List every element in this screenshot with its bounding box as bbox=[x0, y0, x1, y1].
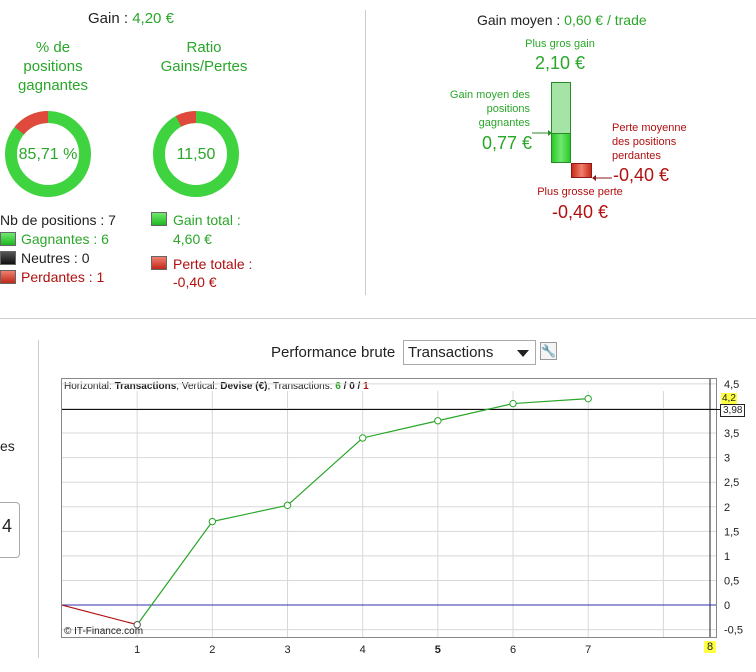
data-point bbox=[434, 417, 442, 425]
win-pct-ring-loss bbox=[5, 111, 91, 197]
ratio-title: Ratio Gains/Pertes bbox=[160, 39, 248, 75]
info-horizontal-label: Horizontal: bbox=[64, 381, 112, 392]
gain-total-value: 4,60 € bbox=[173, 231, 212, 247]
gain-moyen-header: Gain moyen : 0,60 € / trade bbox=[477, 12, 647, 28]
series-segment bbox=[287, 437, 364, 506]
x-tick-label: 7 bbox=[585, 644, 591, 656]
perte-totale-label: Perte totale : bbox=[173, 256, 253, 272]
x-tick-label: 6 bbox=[510, 644, 516, 656]
y-tick-label: 1 bbox=[724, 551, 730, 563]
losers-swatch bbox=[0, 270, 16, 284]
gain-label: Gain : bbox=[88, 10, 129, 27]
y-tick-label: 0,5 bbox=[724, 575, 739, 587]
gain-header: Gain : 4,20 € bbox=[88, 10, 174, 27]
series-segment bbox=[362, 420, 438, 439]
plus-grosse-perte-label: Plus grosse perte bbox=[537, 186, 623, 198]
plus-gros-gain-label: Plus gros gain bbox=[525, 38, 595, 50]
y-tick-label: 3,5 bbox=[724, 428, 739, 440]
data-point bbox=[283, 501, 292, 509]
losers-label: Perdantes : 1 bbox=[21, 269, 105, 285]
gain-value: 4,20 € bbox=[132, 10, 174, 27]
x-tick-label: 3 bbox=[284, 644, 290, 656]
perte-moyenne-label: Perte moyenne des positions perdantes bbox=[612, 122, 687, 162]
series-segment bbox=[61, 604, 138, 626]
winners-swatch bbox=[0, 232, 16, 246]
info-win: 6 bbox=[335, 381, 341, 392]
info-loss: 1 bbox=[363, 381, 369, 392]
win-pct-title: % de positions gagnantes bbox=[17, 39, 89, 94]
x-tick-label: 4 bbox=[360, 644, 366, 656]
y-tick-label: 1,5 bbox=[724, 526, 739, 538]
gain-moyen-gagnantes-label: Gain moyen des positions gagnantes bbox=[449, 89, 530, 129]
nb-positions: Nb de positions : 7 bbox=[0, 212, 116, 228]
y-tick-label: 0 bbox=[724, 600, 730, 612]
info-neutral: 0 bbox=[349, 381, 355, 392]
info-vertical-value: Devise (€) bbox=[220, 381, 268, 392]
y-tick-label: 4,5 bbox=[724, 379, 739, 391]
x-tick-label: 5 bbox=[435, 644, 441, 656]
current-value-tag: 3,98 bbox=[720, 404, 746, 417]
ratio-ring-loss bbox=[153, 111, 239, 197]
gain-moyen-label: Gain moyen : bbox=[477, 12, 561, 28]
left-partial-box-value: 4 bbox=[2, 516, 13, 536]
info-sep2: / bbox=[354, 381, 364, 392]
gain-moyen-value: 0,60 € / trade bbox=[564, 12, 647, 28]
x-highlight-tag: 8 bbox=[704, 641, 717, 653]
left-partial-box[interactable] bbox=[0, 502, 20, 558]
y-tick-label: 3 bbox=[724, 453, 730, 465]
performance-title: Performance brute bbox=[271, 344, 396, 361]
neutral-swatch bbox=[0, 251, 16, 265]
data-point bbox=[509, 399, 517, 408]
data-point bbox=[584, 394, 592, 403]
plus-gros-gain-value: 2,10 € bbox=[534, 53, 586, 73]
neutral-label: Neutres : 0 bbox=[21, 250, 90, 266]
loss-arrow-icon bbox=[592, 175, 612, 181]
lower-divider bbox=[38, 340, 39, 658]
gain-arrow-icon bbox=[532, 130, 552, 136]
gain-total-swatch bbox=[151, 212, 167, 226]
series-segment bbox=[212, 504, 288, 523]
y-tick-label: 2,5 bbox=[724, 477, 739, 489]
loss-bar bbox=[571, 163, 592, 178]
top-value-tag: 4,2 bbox=[721, 393, 737, 404]
x-tick-label: 1 bbox=[134, 644, 140, 656]
perte-totale-value: -0,40 € bbox=[173, 274, 217, 290]
x-tick-label: 2 bbox=[209, 644, 215, 656]
series-segment bbox=[512, 398, 589, 405]
plus-grosse-perte-value: -0,40 € bbox=[551, 202, 609, 222]
section-divider bbox=[0, 318, 756, 319]
win-pct-value: 85,71 % bbox=[18, 146, 78, 163]
perte-totale-swatch bbox=[151, 256, 167, 270]
info-horizontal-value: Transactions bbox=[114, 381, 177, 392]
left-partial-text: es bbox=[0, 438, 15, 454]
series-segment bbox=[437, 402, 514, 422]
gain-total-label: Gain total : bbox=[173, 212, 241, 228]
chevron-down-icon bbox=[517, 350, 529, 357]
chart-copyright: © IT-Finance.com bbox=[64, 626, 144, 637]
ratio-value: 11,50 bbox=[176, 146, 216, 163]
chart-info-line: Horizontal: Transactions, Vertical: Devi… bbox=[64, 381, 369, 392]
gain-avg-bar bbox=[551, 133, 571, 163]
series-segment bbox=[136, 521, 213, 626]
y-tick-label: 2 bbox=[724, 502, 730, 514]
data-point bbox=[133, 621, 141, 629]
winners-label: Gagnantes : 6 bbox=[21, 231, 109, 247]
win-pct-donut bbox=[5, 111, 91, 197]
transactions-select-value: Transactions bbox=[408, 344, 494, 361]
chart-frame bbox=[61, 378, 717, 638]
gain-moyen-gagnantes-value: 0,77 € bbox=[481, 133, 532, 153]
transactions-select[interactable]: Transactions bbox=[403, 340, 536, 365]
info-transactions-label: , Transactions: bbox=[267, 381, 333, 392]
info-sep1: / bbox=[340, 381, 350, 392]
info-vertical-label: , Vertical: bbox=[176, 381, 218, 392]
ratio-donut bbox=[153, 111, 239, 197]
top-divider bbox=[365, 10, 366, 295]
perte-moyenne-value: -0,40 € bbox=[613, 165, 670, 185]
wrench-icon: 🔧 bbox=[541, 344, 556, 358]
data-point bbox=[208, 517, 217, 526]
y-tick-label: -0,5 bbox=[724, 625, 743, 637]
settings-wrench-button[interactable]: 🔧 bbox=[540, 342, 557, 360]
data-point bbox=[358, 434, 367, 442]
